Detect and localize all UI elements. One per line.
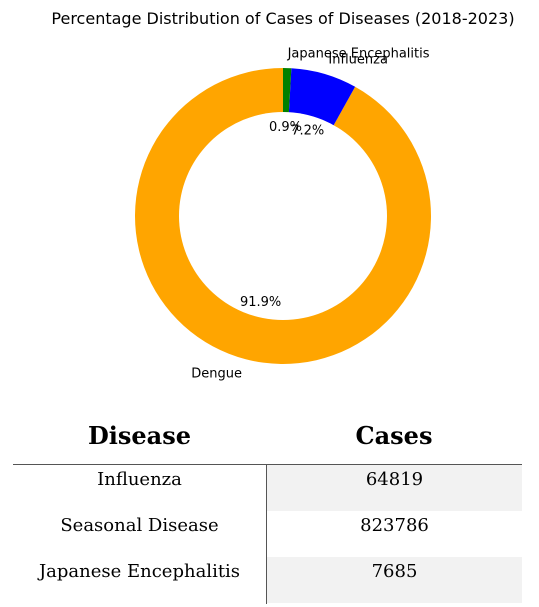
chart-title: Percentage Distribution of Cases of Dise…: [51, 9, 514, 28]
cases-table: Disease Cases Influenza 64819 Seasonal D…: [13, 416, 522, 604]
donut-chart: Percentage Distribution of Cases of Dise…: [51, 9, 514, 382]
slice-percent-dengue: 91.9%: [240, 295, 281, 310]
slice-percent-japanese-encephalitis: 0.9%: [269, 120, 302, 135]
table-cell-disease: Seasonal Disease: [60, 515, 219, 536]
header-divider: [13, 464, 522, 465]
table-cell-disease: Japanese Encephalitis: [38, 561, 241, 582]
slice-percent-influenza: 7.2%: [291, 124, 324, 139]
table-cell-cases: 64819: [267, 465, 522, 511]
table-cell-disease: Influenza: [97, 469, 182, 490]
slice-label-dengue: Dengue: [191, 367, 242, 382]
table-row: Influenza 64819: [13, 465, 522, 511]
slice-label-japanese-encephalitis: Japanese Encephalitis: [287, 46, 430, 61]
table-row: Seasonal Disease 823786: [13, 511, 522, 557]
donut-hole: [179, 112, 387, 320]
table-cell-cases: 7685: [267, 557, 522, 603]
slice-label-influenza: Influenza: [328, 53, 388, 68]
table-header-disease: Disease: [87, 421, 192, 450]
column-divider: [266, 464, 267, 604]
table-header-cases: Cases: [355, 421, 433, 450]
table-cell-cases: 823786: [360, 515, 429, 536]
table-row: Japanese Encephalitis 7685: [13, 557, 522, 603]
